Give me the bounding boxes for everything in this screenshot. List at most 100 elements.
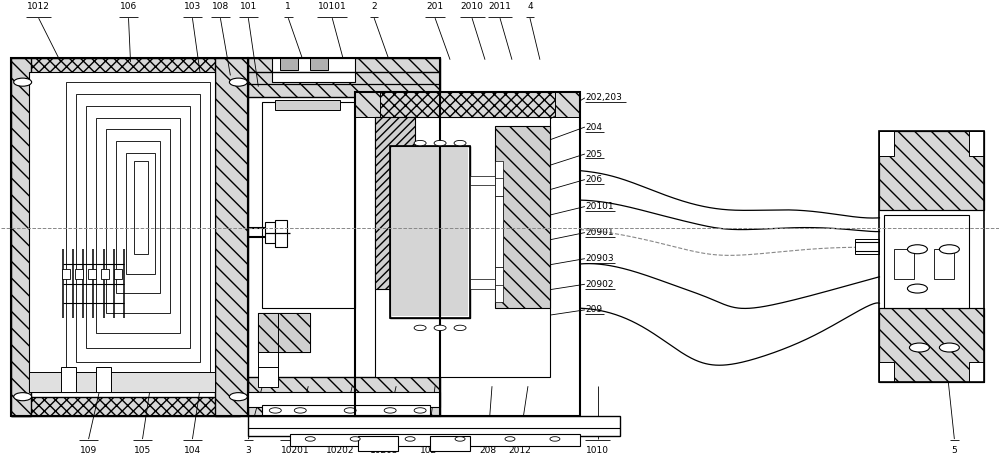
Circle shape — [14, 393, 32, 401]
Bar — [879, 131, 984, 210]
Bar — [96, 117, 180, 333]
Circle shape — [434, 140, 446, 146]
Text: 202,203: 202,203 — [585, 93, 622, 102]
Text: 106: 106 — [120, 2, 137, 11]
Bar — [96, 367, 111, 392]
Bar — [134, 161, 148, 254]
Text: 3: 3 — [245, 446, 251, 455]
Bar — [358, 436, 398, 451]
Circle shape — [939, 245, 959, 254]
Bar — [470, 186, 495, 279]
Circle shape — [305, 437, 315, 441]
Bar — [11, 58, 240, 77]
Text: 104: 104 — [184, 446, 201, 455]
Bar — [275, 100, 340, 110]
Bar — [248, 392, 440, 407]
Circle shape — [907, 245, 927, 254]
Text: 5: 5 — [951, 446, 957, 455]
Text: 105: 105 — [134, 446, 151, 455]
Bar — [375, 117, 415, 288]
Circle shape — [294, 408, 306, 413]
Bar — [495, 179, 503, 285]
Bar — [262, 102, 355, 308]
Circle shape — [405, 437, 415, 441]
Bar — [106, 129, 170, 313]
Circle shape — [350, 437, 360, 441]
Bar — [390, 146, 470, 318]
Text: 1010: 1010 — [586, 446, 609, 455]
Circle shape — [550, 437, 560, 441]
Bar — [390, 146, 470, 318]
Bar — [879, 131, 984, 210]
Circle shape — [434, 325, 446, 330]
Text: 206: 206 — [585, 175, 602, 184]
Bar — [61, 367, 76, 392]
Bar — [934, 249, 954, 279]
Bar — [262, 404, 430, 416]
Text: 2: 2 — [371, 2, 377, 11]
Bar — [555, 92, 580, 117]
Bar — [258, 313, 290, 352]
Bar — [879, 308, 984, 382]
Text: 10201: 10201 — [281, 446, 310, 455]
Bar — [375, 117, 550, 377]
Bar — [310, 58, 328, 70]
Bar — [355, 92, 580, 117]
Text: 108: 108 — [212, 2, 229, 11]
Bar — [470, 200, 495, 264]
Bar — [470, 215, 495, 249]
Text: 10203: 10203 — [370, 446, 398, 455]
Bar — [280, 58, 298, 70]
Circle shape — [414, 408, 426, 413]
Bar — [495, 214, 503, 249]
Bar — [272, 58, 355, 82]
Circle shape — [344, 408, 356, 413]
Bar — [258, 313, 310, 352]
Text: 2011: 2011 — [489, 2, 511, 11]
Circle shape — [454, 140, 466, 146]
Circle shape — [14, 78, 32, 86]
Bar — [86, 106, 190, 347]
Circle shape — [909, 343, 929, 352]
Bar — [495, 196, 503, 267]
Bar — [62, 269, 70, 279]
Text: 209: 209 — [585, 305, 602, 314]
Bar — [894, 249, 914, 279]
Circle shape — [414, 325, 426, 330]
Bar — [248, 416, 620, 436]
Bar — [29, 72, 215, 392]
Text: 1012: 1012 — [27, 2, 50, 11]
Bar — [879, 131, 894, 156]
Bar — [88, 269, 96, 279]
Bar — [275, 220, 287, 247]
Circle shape — [229, 78, 247, 86]
Bar — [114, 269, 122, 279]
Text: 20901: 20901 — [585, 228, 614, 237]
Bar — [969, 362, 984, 382]
Bar — [879, 131, 984, 382]
Circle shape — [269, 408, 281, 413]
Bar — [879, 308, 984, 382]
Bar — [11, 397, 240, 416]
Bar — [879, 362, 894, 382]
Circle shape — [505, 437, 515, 441]
Bar — [76, 94, 200, 362]
Text: 10101: 10101 — [318, 2, 347, 11]
Circle shape — [454, 325, 466, 330]
Bar — [126, 153, 155, 274]
Text: 20902: 20902 — [585, 280, 613, 289]
Bar — [29, 372, 215, 392]
Bar — [258, 352, 278, 367]
Bar — [278, 313, 310, 352]
Bar — [11, 58, 248, 416]
Bar — [392, 148, 468, 316]
Text: 205: 205 — [585, 149, 602, 159]
Text: 1: 1 — [285, 2, 291, 11]
Circle shape — [414, 140, 426, 146]
Text: 201: 201 — [427, 2, 444, 11]
Bar — [355, 92, 580, 416]
Bar — [495, 196, 503, 267]
Bar — [495, 214, 503, 249]
Circle shape — [907, 284, 927, 293]
Bar — [75, 269, 83, 279]
